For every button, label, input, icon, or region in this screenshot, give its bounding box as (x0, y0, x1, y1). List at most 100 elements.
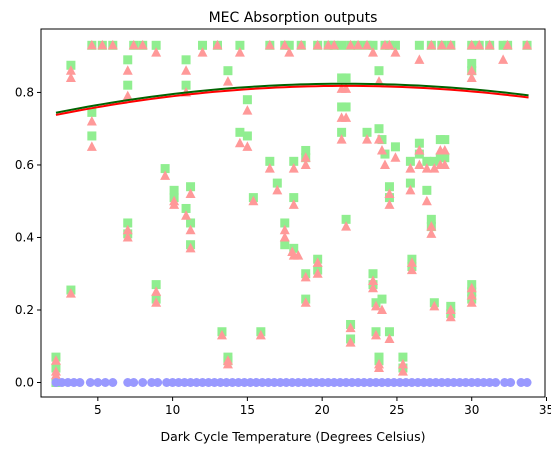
x-axis: 5 10 15 20 25 30 35 (94, 397, 551, 417)
point-square-79 (374, 124, 384, 134)
plot-area (50, 39, 533, 387)
point-triangle-5 (65, 288, 76, 298)
point-triangle-119 (466, 72, 477, 82)
point-triangle-126 (498, 54, 509, 64)
point-triangle-28 (185, 242, 196, 253)
point-triangle-91 (384, 333, 395, 343)
point-triangle-41 (264, 39, 275, 50)
chart-title: MEC Absorption outputs (209, 10, 378, 26)
axes-frame (40, 28, 546, 398)
point-square-94 (405, 156, 415, 166)
point-square-22 (181, 55, 191, 65)
point-triangle-34 (222, 358, 233, 369)
point-triangle-72 (353, 39, 364, 50)
point-triangle-58 (312, 39, 323, 50)
point-square-62 (337, 127, 347, 137)
point-triangle-32 (222, 76, 233, 86)
point-triangle-14 (122, 231, 133, 242)
point-triangle-23 (181, 65, 192, 75)
point-triangle-0 (50, 355, 61, 365)
point-square-7 (87, 131, 97, 141)
point-triangle-103 (421, 163, 432, 173)
point-circle-13 (153, 377, 163, 387)
point-triangle-60 (312, 268, 323, 278)
point-triangle-56 (300, 271, 311, 282)
point-triangle-128 (522, 39, 533, 50)
point-triangle-97 (405, 184, 416, 195)
point-circle-8 (108, 377, 118, 387)
point-triangle-29 (197, 47, 208, 57)
point-square-35 (235, 127, 245, 137)
point-triangle-36 (234, 137, 245, 148)
point-triangle-46 (279, 231, 290, 242)
trend-curve-1 (55, 84, 529, 116)
point-triangle-13 (122, 224, 133, 235)
point-square-89 (384, 327, 394, 337)
point-triangle-98 (406, 257, 417, 267)
point-triangle-125 (484, 39, 495, 50)
point-square-73 (368, 40, 378, 50)
point-triangle-37 (242, 105, 253, 115)
point-triangle-94 (397, 358, 408, 369)
point-square-91 (390, 40, 400, 50)
point-triangle-109 (429, 300, 440, 311)
point-square-11 (123, 80, 133, 90)
y-tick-label-0.8: 0.8 (15, 85, 34, 99)
point-circle-10 (129, 377, 139, 387)
point-triangle-22 (169, 199, 180, 209)
point-triangle-53 (296, 39, 307, 50)
point-triangle-47 (284, 47, 295, 57)
x-tick-label-30: 30 (464, 403, 479, 417)
y-axis: 0.0 0.2 0.4 0.6 0.8 (15, 85, 41, 389)
point-square-47 (289, 156, 299, 166)
x-tick-label-35: 35 (539, 403, 551, 417)
point-triangle-52 (293, 250, 304, 260)
point-triangle-59 (312, 257, 323, 267)
point-triangle-19 (151, 297, 162, 307)
point-square-90 (390, 142, 400, 152)
point-triangle-40 (255, 329, 266, 340)
point-triangle-84 (376, 144, 387, 155)
point-triangle-102 (414, 159, 425, 169)
x-tick-label-10: 10 (165, 403, 180, 417)
point-square-98 (414, 40, 424, 50)
point-triangle-17 (151, 47, 162, 57)
point-square-37 (242, 131, 252, 141)
point-square-44 (280, 218, 290, 228)
point-triangle-106 (426, 221, 437, 231)
y-tick-label-0: 0.0 (15, 375, 34, 389)
point-triangle-73 (362, 39, 373, 50)
point-square-92 (398, 352, 408, 362)
point-triangle-57 (300, 297, 311, 307)
point-triangle-65 (336, 134, 347, 144)
point-triangle-4 (65, 72, 76, 82)
point-triangle-112 (436, 39, 447, 50)
point-square-41 (265, 156, 275, 166)
y-tick-label-0.6: 0.6 (15, 158, 34, 172)
point-triangle-95 (397, 366, 408, 376)
point-triangle-8 (86, 141, 97, 151)
point-square-45 (280, 240, 290, 250)
point-square-106 (429, 156, 439, 166)
point-square-112 (440, 153, 450, 163)
point-triangle-118 (466, 65, 477, 75)
point-triangle-87 (379, 159, 390, 169)
point-triangle-100 (414, 54, 425, 64)
point-square-36 (242, 95, 252, 105)
point-square-10 (123, 55, 133, 65)
point-triangle-26 (185, 188, 196, 198)
point-square-63 (337, 40, 347, 50)
point-triangle-31 (216, 329, 227, 340)
point-triangle-45 (279, 224, 290, 235)
point-square-17 (151, 280, 161, 290)
point-triangle-68 (341, 221, 352, 231)
point-square-31 (223, 66, 233, 76)
point-triangle-66 (341, 83, 352, 93)
point-triangle-78 (371, 300, 382, 311)
point-triangle-104 (421, 195, 432, 206)
point-square-64 (341, 73, 351, 83)
point-triangle-113 (439, 144, 450, 155)
point-triangle-49 (288, 163, 299, 173)
point-square-42 (272, 178, 282, 188)
